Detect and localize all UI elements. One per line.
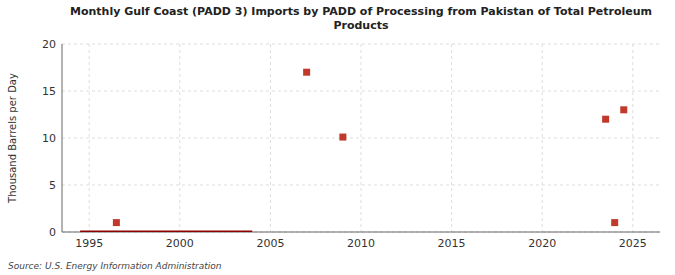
x-tick-label: 2015 [438, 237, 466, 250]
y-grid-line [62, 232, 660, 233]
point [611, 219, 618, 226]
y-tick-label: 0 [49, 226, 56, 239]
title-line: Monthly Gulf Coast (PADD 3) Imports by P… [70, 5, 652, 18]
y-grid-line [62, 91, 660, 92]
grid [62, 44, 660, 232]
title-line: Products [333, 19, 389, 32]
chart: 1995 2000 2005 2010 2015 2020 2025 0 5 10 15 20 Mont… [0, 0, 675, 275]
point [620, 106, 627, 113]
annotation: Source: U.S. Energy Information Administ… [8, 261, 222, 271]
y-axis-line [62, 44, 63, 232]
y-tick-label: 15 [42, 85, 56, 98]
x-tick-label: 2025 [619, 237, 647, 250]
x-grid-line [361, 44, 362, 232]
y-grid-line [62, 44, 660, 45]
x-grid-line [270, 44, 271, 232]
point [113, 219, 120, 226]
y-grid-line [62, 138, 660, 139]
background [0, 0, 675, 275]
x-tick-label: 2005 [256, 237, 284, 250]
x-grid-line [179, 44, 180, 232]
title: Monthly Gulf Coast (PADD 3) Imports by P… [70, 5, 652, 32]
point [339, 134, 346, 141]
plot-area [80, 69, 627, 232]
y-grid-line [62, 185, 660, 186]
point [303, 69, 310, 76]
x-axis-line [62, 232, 660, 233]
x-tick-label: 2020 [528, 237, 556, 250]
point [602, 116, 609, 123]
line [80, 231, 252, 233]
y-axis-label: Thousand Barrels per Day [7, 73, 18, 204]
y-tick-label: 5 [49, 179, 56, 192]
y-tick-label: 20 [42, 38, 56, 51]
y-tick-label: 10 [42, 132, 56, 145]
x-tick-label: 2000 [166, 237, 194, 250]
x-tick-label: 2010 [347, 237, 375, 250]
x-tick-label: 1995 [75, 237, 103, 250]
x-grid-line [451, 44, 452, 232]
